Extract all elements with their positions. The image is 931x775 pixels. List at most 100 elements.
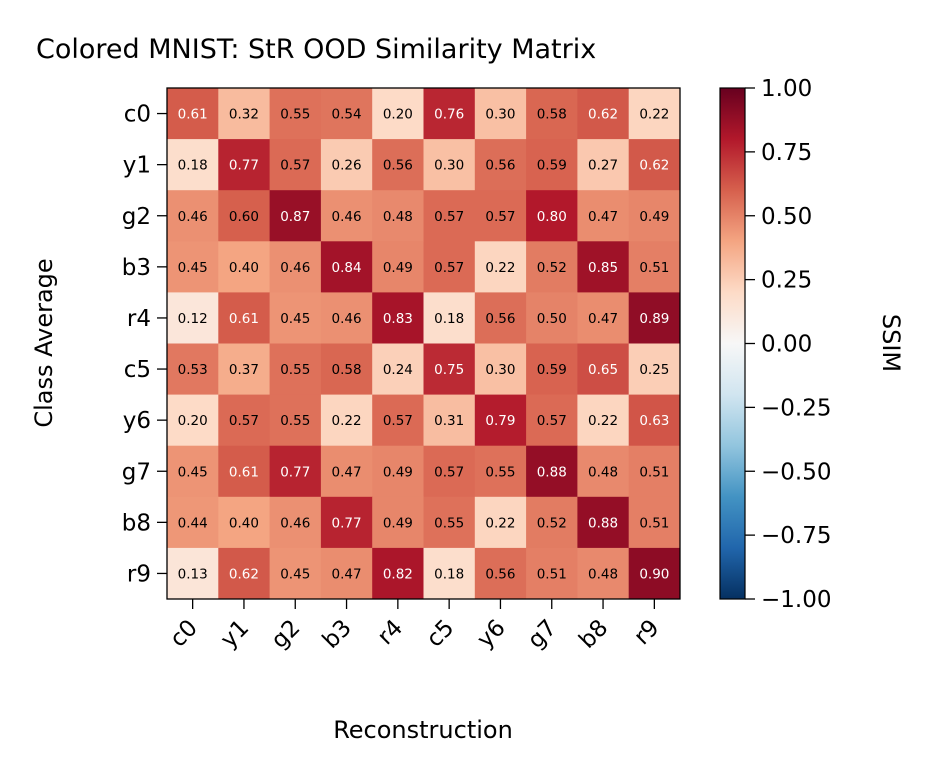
cell-value-label: 0.22 [332,413,362,429]
heatmap-cell [269,190,322,242]
y-tick-label: c5 [124,357,151,383]
y-tick-label: y1 [123,153,151,179]
cell-value-label: 0.47 [332,464,362,480]
cell-value-label: 0.77 [280,464,310,480]
heatmap-cell [526,343,578,396]
heatmap-cell [474,445,527,498]
cell-value-label: 0.57 [485,209,515,225]
cell-value-label: 0.61 [229,464,259,480]
colorbar-tick-label: −0.25 [761,395,831,421]
cell-value-label: 0.90 [639,566,669,582]
heatmap-cell-labels: 0.61 0.32 0.55 0.54 0.20 0.76 0.30 0.58 0.62 0.22… [178,107,670,583]
heatmap-cell [269,445,322,498]
cell-value-label: 0.58 [332,362,362,378]
cell-value-label: 0.76 [434,107,464,123]
colorbar-tick-label: 0.00 [761,332,812,358]
heatmap-cell [526,139,578,191]
cell-value-label: 0.77 [229,158,259,174]
y-tick-label: b3 [122,255,151,281]
heatmap-cell [474,292,527,344]
y-axis-label: Class Average [30,258,58,427]
x-tick-label: c0 [165,615,203,653]
x-axis-label: Reconstruction [333,716,513,744]
cell-value-label: 0.85 [588,260,618,276]
cell-value-label: 0.84 [332,260,362,276]
heatmap-cell [423,445,476,498]
cell-value-label: 0.24 [383,362,413,378]
heatmap-cell [474,343,527,396]
colorbar-tick-label: −0.75 [761,523,831,549]
heatmap-cell [577,343,630,396]
cell-value-label: 0.45 [178,260,208,276]
cell-value-label: 0.55 [280,362,310,378]
heatmap-cell [526,496,578,549]
cell-value-label: 0.77 [332,515,362,531]
cell-value-label: 0.22 [588,413,618,429]
cell-value-label: 0.45 [280,311,310,327]
heatmap-cell [218,292,271,344]
x-tick-label: y6 [472,615,510,653]
heatmap-cell [218,139,271,191]
heatmap-cell [167,241,219,293]
heatmap-cell [167,496,219,549]
heatmap-cell [269,343,322,396]
cell-value-label: 0.26 [332,158,362,174]
heatmap-cell [372,241,424,293]
cell-value-label: 0.83 [383,311,413,327]
colorbar-ticks: 1.00 0.75 0.50 0.25 0.00 −0.25 −0.50 −0.75 −1.00 [745,76,831,613]
cell-value-label: 0.57 [229,413,259,429]
cell-value-label: 0.13 [178,566,208,582]
cell-value-label: 0.87 [280,209,310,225]
cell-value-label: 0.61 [229,311,259,327]
heatmap-cell [577,190,630,242]
x-tick-label: g7 [523,615,562,654]
heatmap-cell [423,496,476,549]
colorbar-tick-label: 1.00 [761,76,812,102]
heatmap-cell [423,292,476,344]
heatmap-cell [218,88,271,140]
heatmap-cell [320,139,373,191]
cell-value-label: 0.52 [537,515,567,531]
cell-value-label: 0.22 [485,515,515,531]
heatmap-frame [166,87,681,600]
cell-value-label: 0.62 [639,158,669,174]
heatmap-cell [167,394,219,447]
x-axis-ticks: c0 y1 g2 b3 r4 c5 y6 g7 b8 r9 [165,599,665,654]
cell-value-label: 0.40 [229,260,259,276]
heatmap-cell [628,445,681,498]
heatmap-cell [167,139,219,191]
cell-value-label: 0.47 [588,311,618,327]
heatmap-cell [423,343,476,396]
heatmap-cell [218,547,271,600]
heatmap-cell [423,88,476,140]
heatmap-cell [526,445,578,498]
cell-value-label: 0.20 [178,413,208,429]
cell-value-label: 0.50 [537,311,567,327]
cell-value-label: 0.49 [383,464,413,480]
cell-value-label: 0.59 [537,362,567,378]
cell-value-label: 0.58 [537,107,567,123]
x-tick-label: r4 [373,615,408,650]
cell-value-label: 0.62 [588,107,618,123]
heatmap-cell [167,88,219,140]
cell-value-label: 0.49 [383,260,413,276]
cell-value-label: 0.55 [485,464,515,480]
heatmap-cell [269,394,322,447]
heatmap-cell [320,547,373,600]
heatmap-cell [577,292,630,344]
heatmap-cell [577,496,630,549]
cell-value-label: 0.57 [537,413,567,429]
cell-value-label: 0.60 [229,209,259,225]
cell-value-label: 0.51 [639,260,669,276]
cell-value-label: 0.52 [537,260,567,276]
heatmap-cell [628,547,681,600]
colorbar-tick-label: 0.25 [761,268,812,294]
heatmap-cell [218,445,271,498]
heatmap-cell [372,445,424,498]
heatmap-cell [423,394,476,447]
heatmap-cell [474,88,527,140]
cell-value-label: 0.51 [639,464,669,480]
heatmap-cell [372,139,424,191]
y-tick-label: y6 [123,408,151,434]
